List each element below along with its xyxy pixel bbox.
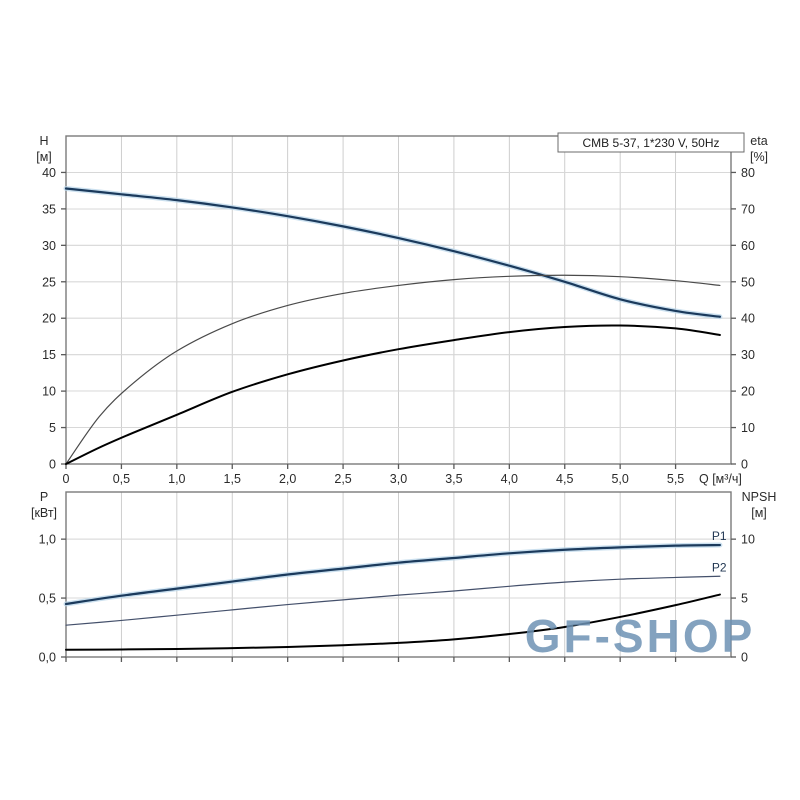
upper-xtick-label-4: 2,0 bbox=[279, 472, 296, 486]
lower-curve-NPSH bbox=[65, 593, 721, 651]
upper-ytick-right-label-0: 0 bbox=[741, 458, 748, 472]
upper-ytick-label-1: 5 bbox=[49, 421, 56, 435]
upper-ytick-right-label-6: 60 bbox=[741, 239, 755, 253]
upper-ytick-label-0: 0 bbox=[49, 458, 56, 472]
upper-y-axis-right-unit: [%] bbox=[750, 150, 768, 164]
upper-xtick-label-2: 1,0 bbox=[168, 472, 185, 486]
upper-ytick-label-8: 40 bbox=[42, 166, 56, 180]
upper-y-axis-right-title: eta bbox=[750, 134, 767, 148]
lower-y-axis-title: P bbox=[40, 490, 48, 504]
upper-curve-eta-pump bbox=[65, 274, 721, 465]
upper-xtick-label-11: 5,5 bbox=[667, 472, 684, 486]
lower-ytick-right-label-2: 10 bbox=[741, 533, 755, 547]
upper-ytick-label-6: 30 bbox=[42, 239, 56, 253]
upper-xtick-label-3: 1,5 bbox=[224, 472, 241, 486]
lower-curve-P1 bbox=[64, 543, 722, 606]
lower-ytick-label-2: 1,0 bbox=[39, 533, 56, 547]
watermark-gf-shop: GF-SHOP bbox=[525, 610, 756, 662]
upper-xtick-label-0: 0 bbox=[63, 472, 70, 486]
upper-ytick-label-4: 20 bbox=[42, 312, 56, 326]
upper-curve-eta-motor-pump bbox=[65, 324, 721, 465]
upper-xtick-label-7: 3,5 bbox=[445, 472, 462, 486]
title-box-label: CMB 5-37, 1*230 V, 50Hz bbox=[583, 136, 720, 150]
upper-xtick-label-5: 2,5 bbox=[334, 472, 351, 486]
title-box-frame bbox=[557, 132, 745, 153]
lower-ytick-label-0: 0,0 bbox=[39, 651, 56, 665]
upper-xtick-label-9: 4,5 bbox=[556, 472, 573, 486]
upper-xtick-label-10: 5,0 bbox=[611, 472, 628, 486]
lower-ytick-label-1: 0,5 bbox=[39, 592, 56, 606]
upper-chart-panel: 0 5 10 15 20 25 30 35 40 0 10 20 30 40 50 60 70 80 0 0,5 1,0… bbox=[36, 134, 768, 486]
upper-x-axis-title: Q [м³/ч] bbox=[699, 472, 742, 486]
upper-y-axis-title: H bbox=[39, 134, 48, 148]
upper-ytick-label-3: 15 bbox=[42, 348, 56, 362]
lower-curve-P2 bbox=[65, 575, 721, 626]
upper-xtick-label-1: 0,5 bbox=[113, 472, 130, 486]
upper-ytick-right-label-8: 80 bbox=[741, 166, 755, 180]
upper-ytick-right-label-5: 50 bbox=[741, 275, 755, 289]
upper-ytick-right-label-3: 30 bbox=[741, 348, 755, 362]
lower-y-axis-unit: [кВт] bbox=[31, 506, 57, 520]
lower-ytick-right-label-0: 0 bbox=[741, 651, 748, 665]
lower-y-axis-right-unit: [м] bbox=[751, 506, 767, 520]
lower-curve-label-p2: P2 bbox=[712, 560, 727, 574]
lower-y-axis-right-title: NPSH bbox=[742, 490, 777, 504]
upper-xtick-label-6: 3,0 bbox=[390, 472, 407, 486]
upper-y-axis-unit: [м] bbox=[36, 150, 52, 164]
upper-ytick-right-label-4: 40 bbox=[741, 312, 755, 326]
lower-chart-panel: 0,0 0,5 1,0 0 5 10 P [кВт] NPSH [м] P1 P2 bbox=[31, 490, 776, 665]
upper-ytick-label-2: 10 bbox=[42, 385, 56, 399]
upper-ytick-label-7: 35 bbox=[42, 202, 56, 216]
lower-curve-label-p1: P1 bbox=[712, 529, 727, 543]
upper-ytick-right-label-7: 70 bbox=[741, 202, 755, 216]
upper-ytick-right-label-1: 10 bbox=[741, 421, 755, 435]
upper-ytick-right-label-2: 20 bbox=[741, 385, 755, 399]
upper-curve-H bbox=[64, 187, 722, 318]
lower-ytick-right-label-1: 5 bbox=[741, 592, 748, 606]
upper-ytick-label-5: 25 bbox=[42, 275, 56, 289]
upper-xtick-label-8: 4,0 bbox=[501, 472, 518, 486]
